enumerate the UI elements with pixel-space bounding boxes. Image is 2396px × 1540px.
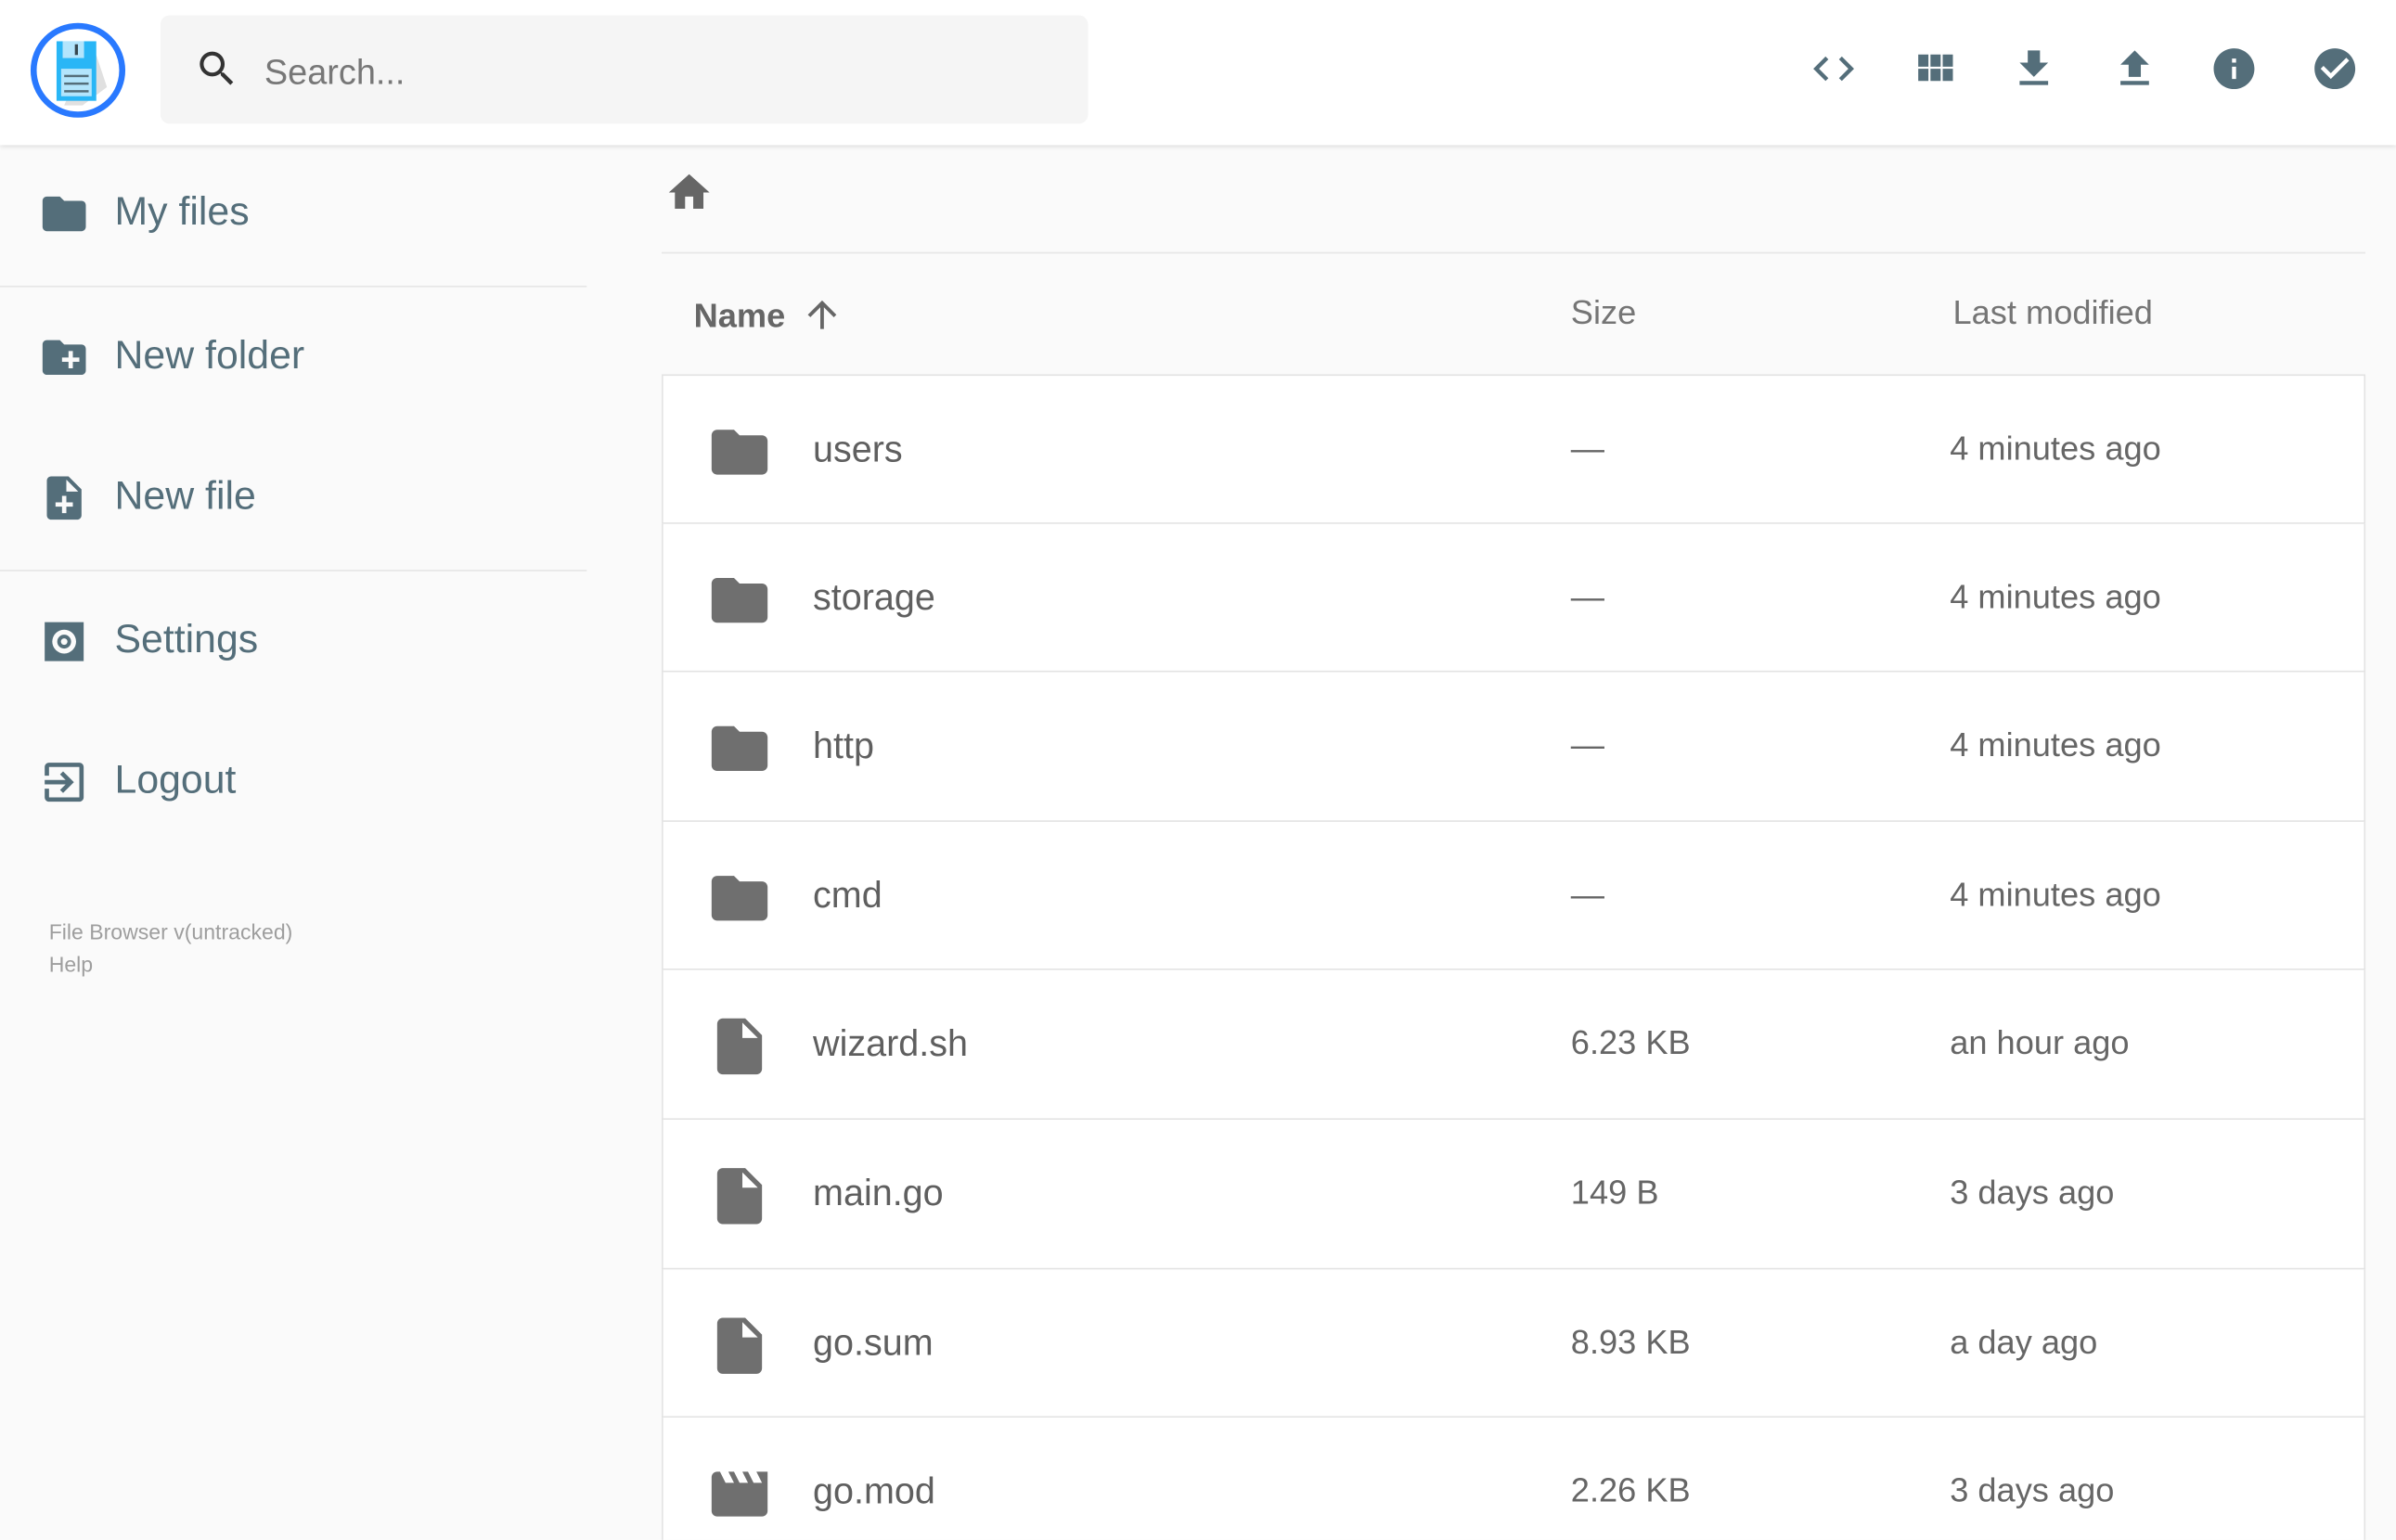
folder-icon bbox=[42, 196, 86, 232]
select-button[interactable] bbox=[2311, 45, 2360, 94]
file-size: 2.26 KB bbox=[1570, 1471, 1691, 1510]
file-modified: 4 minutes ago bbox=[1950, 576, 2161, 615]
column-header-modified[interactable]: Last modified bbox=[1952, 293, 2153, 332]
file-size: — bbox=[1570, 725, 1605, 764]
movie-icon bbox=[711, 1471, 768, 1517]
help-link[interactable]: Help bbox=[48, 951, 94, 977]
logo[interactable] bbox=[30, 22, 126, 118]
file-list: users — 4 minutes ago storage — 4 minutes ago… bbox=[662, 374, 2366, 1540]
file-name: cmd bbox=[813, 875, 882, 917]
list-item[interactable]: go.sum 8.93 KB a day ago bbox=[662, 1268, 2366, 1418]
version-text: File Browser v(untracked) bbox=[48, 919, 293, 944]
file-modified: an hour ago bbox=[1950, 1023, 2130, 1063]
list-item[interactable]: http — 4 minutes ago bbox=[662, 672, 2366, 822]
folder-icon bbox=[711, 577, 768, 622]
create-new-folder-icon bbox=[42, 340, 86, 375]
divider bbox=[0, 285, 587, 288]
floppy-disk-icon bbox=[56, 41, 108, 106]
view-mode-button[interactable] bbox=[1910, 45, 1959, 94]
list-item[interactable]: storage — 4 minutes ago bbox=[662, 523, 2366, 673]
divider bbox=[0, 570, 587, 571]
info-button[interactable] bbox=[2209, 45, 2259, 94]
sidebar-item-label: New folder bbox=[114, 331, 305, 378]
sidebar-item-new-folder[interactable]: New folder bbox=[0, 310, 586, 402]
file-icon bbox=[716, 1019, 763, 1075]
top-bar bbox=[0, 0, 2396, 146]
file-name: wizard.sh bbox=[813, 1023, 968, 1066]
file-modified: 3 days ago bbox=[1950, 1471, 2115, 1510]
note-add-icon bbox=[46, 476, 82, 520]
list-item[interactable]: cmd — 4 minutes ago bbox=[662, 821, 2366, 971]
column-header-name[interactable]: Name bbox=[694, 293, 844, 336]
sidebar-item-my-files[interactable]: My files bbox=[0, 166, 586, 258]
file-size: — bbox=[1570, 429, 1605, 468]
file-icon bbox=[716, 1316, 763, 1374]
sidebar-item-new-file[interactable]: New file bbox=[0, 451, 586, 543]
sidebar-item-label: New file bbox=[114, 471, 256, 519]
file-size: 6.23 KB bbox=[1570, 1023, 1691, 1063]
code-icon bbox=[1813, 56, 1854, 82]
file-name: go.sum bbox=[813, 1322, 934, 1364]
file-name: go.mod bbox=[813, 1471, 935, 1513]
list-item[interactable]: wizard.sh 6.23 KB an hour ago bbox=[662, 970, 2366, 1120]
download-button[interactable] bbox=[2009, 45, 2058, 94]
list-item[interactable]: main.go 149 B 3 days ago bbox=[662, 1119, 2366, 1269]
file-icon bbox=[716, 1168, 763, 1225]
check-circle-icon bbox=[2314, 48, 2356, 90]
file-modified: 4 minutes ago bbox=[1950, 429, 2161, 468]
column-label: Name bbox=[693, 296, 786, 335]
file-name: users bbox=[813, 429, 903, 471]
search-icon bbox=[200, 51, 234, 85]
file-name: storage bbox=[813, 576, 935, 619]
info-icon bbox=[2213, 48, 2255, 90]
home-icon[interactable] bbox=[664, 168, 714, 217]
list-item[interactable]: go.mod 2.26 KB 3 days ago bbox=[662, 1418, 2366, 1540]
settings-icon bbox=[45, 622, 84, 661]
file-name: http bbox=[813, 725, 874, 767]
search-bar[interactable] bbox=[160, 15, 1089, 124]
list-item[interactable]: users — 4 minutes ago bbox=[662, 374, 2366, 524]
file-size: — bbox=[1570, 875, 1605, 914]
folder-icon bbox=[711, 875, 768, 921]
file-modified: 4 minutes ago bbox=[1950, 725, 2161, 764]
sidebar-item-label: Logout bbox=[114, 756, 237, 802]
folder-icon bbox=[711, 726, 768, 772]
search-input[interactable] bbox=[261, 43, 1063, 101]
upload-button[interactable] bbox=[2110, 45, 2159, 94]
sidebar-item-label: My files bbox=[114, 187, 250, 234]
file-modified: a day ago bbox=[1950, 1322, 2098, 1361]
sidebar-item-settings[interactable]: Settings bbox=[0, 595, 586, 687]
file-modified: 4 minutes ago bbox=[1950, 875, 2161, 914]
sidebar: My files New folder New file Settings Lo… bbox=[0, 145, 587, 1539]
grid-icon bbox=[1918, 54, 1953, 82]
folder-icon bbox=[711, 430, 768, 475]
file-size: 8.93 KB bbox=[1570, 1322, 1691, 1361]
sidebar-item-logout[interactable]: Logout bbox=[0, 735, 586, 827]
code-button[interactable] bbox=[1810, 45, 1859, 94]
download-icon bbox=[2019, 50, 2049, 85]
column-header-size[interactable]: Size bbox=[1570, 293, 1637, 332]
exit-icon bbox=[45, 763, 84, 802]
file-size: 149 B bbox=[1570, 1173, 1659, 1212]
sidebar-item-label: Settings bbox=[114, 615, 259, 662]
file-name: main.go bbox=[813, 1173, 944, 1215]
file-modified: 3 days ago bbox=[1950, 1173, 2115, 1212]
divider bbox=[662, 251, 2366, 254]
arrow-up-icon bbox=[807, 300, 837, 329]
upload-icon bbox=[2120, 50, 2149, 85]
file-size: — bbox=[1570, 576, 1605, 615]
